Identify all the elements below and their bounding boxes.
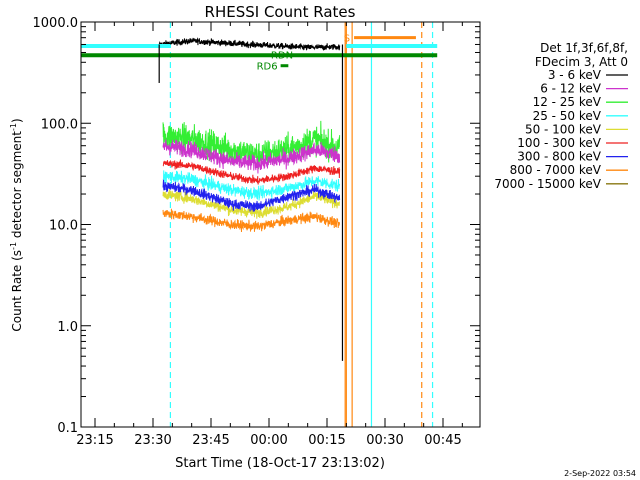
- black-marker-lines: [158, 44, 344, 361]
- series-line-100-300-kev: [162, 159, 341, 185]
- x-tick-label-0: 23:15: [76, 433, 113, 448]
- y-axis-label-tail: detector segment: [10, 131, 24, 242]
- legend-header-line-2: FDecim 3, Att 0: [535, 55, 628, 69]
- legend-label-5: 100 - 300 keV: [517, 136, 601, 150]
- x-tick-label-4: 00:15: [308, 433, 345, 448]
- series-line-300-800-kev: [162, 179, 341, 212]
- legend-label-1: 6 - 12 keV: [540, 82, 602, 96]
- vertical-markers: [169, 22, 434, 427]
- legend-header-line-1: Det 1f,3f,6f,8f,: [540, 41, 628, 55]
- series-layer: [158, 37, 341, 232]
- legend-label-6: 300 - 800 keV: [517, 150, 601, 164]
- chart-title: RHESSI Count Rates: [205, 3, 356, 21]
- y-tick-label-4: 1000.0: [33, 16, 79, 31]
- y-axis-label-main: Count Rate (s: [10, 250, 24, 332]
- y-tick-label-3: 100.0: [41, 117, 78, 132]
- x-tick-label-2: 23:45: [192, 433, 229, 448]
- series-line-3-6-kev: [158, 37, 341, 51]
- y-axis: 0.1 1.0 10.0 100.0 1000.0: [33, 16, 480, 436]
- y-axis-label: Count Rate (s-1 detector segment-1): [9, 118, 24, 331]
- legend-label-8: 7000 - 15000 keV: [494, 177, 601, 191]
- x-tick-label-6: 00:45: [424, 433, 461, 448]
- legend-label-7: 800 - 7000 keV: [510, 163, 602, 177]
- y-tick-label-1: 1.0: [57, 320, 78, 335]
- x-axis-label: Start Time (18-Oct-17 23:13:02): [175, 456, 385, 471]
- series-line-800-7000-kev: [162, 208, 341, 232]
- y-axis-label-sup2: -1: [9, 123, 18, 131]
- bar-label-s: S: [344, 34, 350, 45]
- series-line-25-50-kev: [162, 170, 341, 201]
- bar-label-rd6: RD6: [257, 62, 278, 73]
- y-axis-label-close: ): [10, 118, 24, 123]
- legend-label-0: 3 - 6 keV: [548, 68, 602, 82]
- legend-label-4: 50 - 100 keV: [525, 122, 602, 136]
- x-tick-label-1: 23:30: [134, 433, 171, 448]
- legend: Det 1f,3f,6f,8f, FDecim 3, Att 0 3 - 6 k…: [494, 41, 628, 191]
- legend-label-2: 12 - 25 keV: [533, 95, 602, 109]
- series-line-6-12-kev: [162, 139, 341, 174]
- series-line-12-25-kev: [162, 120, 341, 170]
- x-tick-label-5: 00:30: [366, 433, 403, 448]
- series-line-50-100-kev: [162, 188, 341, 219]
- y-axis-label-sup1: -1: [9, 242, 18, 250]
- x-axis: 23:15 23:30 23:45 00:00 00:15 00:30 00:45: [76, 22, 463, 448]
- legend-label-3: 25 - 50 keV: [533, 109, 602, 123]
- bar-label-rdn: RDN: [271, 51, 293, 62]
- x-tick-label-3: 00:00: [250, 433, 287, 448]
- y-tick-label-2: 10.0: [49, 219, 78, 234]
- timestamp: 2-Sep-2022 03:54: [564, 469, 636, 478]
- y-tick-label-0: 0.1: [57, 421, 78, 436]
